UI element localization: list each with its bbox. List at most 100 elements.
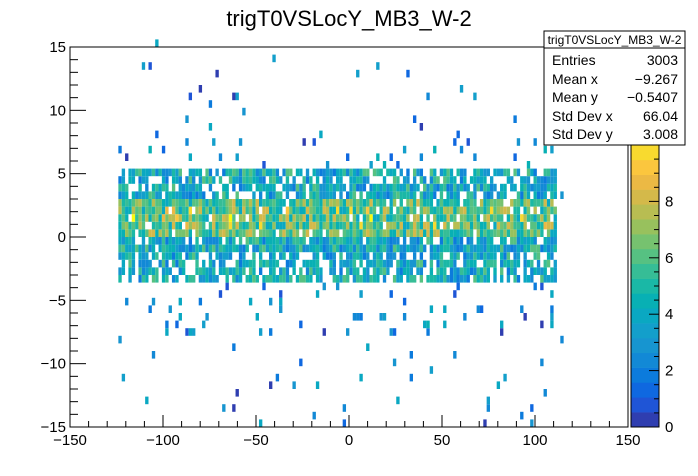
heatmap-cell <box>295 206 300 215</box>
heatmap-cell <box>446 229 450 237</box>
heatmap-cell <box>295 199 300 207</box>
heatmap-cell <box>255 313 259 321</box>
heatmap-cell <box>295 191 300 199</box>
heatmap-cell <box>252 229 256 237</box>
heatmap-cell <box>453 191 457 199</box>
heatmap-cell <box>386 191 390 199</box>
heatmap-cell <box>342 275 347 283</box>
heatmap-cell <box>178 244 182 253</box>
heatmap-cell <box>416 183 420 192</box>
heatmap-cell <box>530 419 534 427</box>
heatmap-cell <box>175 320 179 329</box>
heatmap-cell <box>379 199 383 207</box>
heatmap-cell <box>269 252 273 260</box>
heatmap-cell <box>269 206 273 215</box>
heatmap-cell <box>479 244 484 253</box>
heatmap-cell <box>148 244 152 253</box>
heatmap-cell <box>379 252 383 260</box>
heatmap-cell <box>322 244 326 253</box>
heatmap-cell <box>118 199 122 207</box>
z-tick-label: 4 <box>665 306 673 323</box>
heatmap-cell <box>262 199 266 207</box>
heatmap-cell <box>242 221 246 230</box>
heatmap-cell <box>449 229 454 237</box>
heatmap-cell <box>161 221 166 230</box>
heatmap-cell <box>118 237 122 245</box>
heatmap-cell <box>382 214 387 222</box>
heatmap-cell <box>359 252 363 260</box>
heatmap-cell <box>356 313 360 321</box>
heatmap-cell <box>145 206 149 215</box>
heatmap-cell <box>443 305 447 313</box>
heatmap-cell <box>135 244 139 253</box>
heatmap-cell <box>530 214 534 222</box>
heatmap-cell <box>238 214 243 222</box>
heatmap-cell <box>359 244 363 253</box>
heatmap-cell <box>342 229 347 237</box>
heatmap-cell <box>158 244 162 253</box>
heatmap-cell <box>141 199 146 207</box>
heatmap-cell <box>248 237 253 245</box>
heatmap-cell <box>171 252 176 260</box>
heatmap-cell <box>463 259 467 268</box>
heatmap-cell <box>449 244 454 253</box>
heatmap-cell <box>412 206 417 215</box>
heatmap-cell <box>185 183 189 192</box>
heatmap-cell <box>322 252 326 260</box>
heatmap-cell <box>412 252 417 260</box>
y-tick-label: −5 <box>49 292 66 309</box>
heatmap-cell <box>516 138 521 146</box>
heatmap-cell <box>148 259 152 268</box>
x-tick-label: −150 <box>53 432 87 449</box>
heatmap-cell <box>141 229 146 237</box>
heatmap-cell <box>151 206 156 215</box>
heatmap-cell <box>325 206 330 215</box>
heatmap-cell <box>483 221 487 230</box>
heatmap-cell <box>289 199 293 207</box>
heatmap-cell <box>496 244 501 253</box>
heatmap-cell <box>426 229 430 237</box>
heatmap-cell <box>205 275 209 283</box>
heatmap-cell <box>443 206 447 215</box>
heatmap-cell <box>419 168 424 177</box>
stats-label-std-dev-y: Std Dev y <box>552 126 613 142</box>
heatmap-cell <box>500 191 504 199</box>
heatmap-cell <box>279 176 283 184</box>
heatmap-cell <box>332 244 336 253</box>
heatmap-cell <box>128 244 132 253</box>
heatmap-cell <box>513 183 517 192</box>
heatmap-cell <box>121 259 126 268</box>
heatmap-cell <box>279 290 283 298</box>
heatmap-cell <box>412 237 417 245</box>
heatmap-cell <box>218 267 223 275</box>
heatmap-cell <box>188 221 193 230</box>
heatmap-cell <box>151 183 156 192</box>
heatmap-cell <box>479 199 484 207</box>
heatmap-cell <box>205 199 209 207</box>
heatmap-cell <box>198 229 203 237</box>
heatmap-cell <box>546 176 551 184</box>
heatmap-cell <box>245 168 249 177</box>
heatmap-cell <box>335 168 340 177</box>
heatmap-cell <box>396 221 400 230</box>
heatmap-cell <box>138 275 142 283</box>
heatmap-cell <box>245 206 249 215</box>
heatmap-cell <box>198 267 203 275</box>
heatmap-cell <box>141 168 146 177</box>
heatmap-cell <box>483 168 487 177</box>
heatmap-cell <box>473 214 477 222</box>
heatmap-cell <box>412 176 417 184</box>
heatmap-cell <box>171 191 176 199</box>
heatmap-cell <box>319 199 323 207</box>
heatmap-cell <box>483 191 487 199</box>
color-scale-segment <box>631 145 659 161</box>
heatmap-cell <box>262 282 266 291</box>
heatmap-cell <box>151 221 156 230</box>
heatmap-cell <box>463 168 467 177</box>
heatmap-cell <box>543 199 547 207</box>
heatmap-cell <box>503 206 507 215</box>
heatmap-cell <box>463 199 467 207</box>
heatmap-cell <box>479 305 484 313</box>
heatmap-cell <box>560 191 564 199</box>
heatmap-cell <box>473 206 477 215</box>
